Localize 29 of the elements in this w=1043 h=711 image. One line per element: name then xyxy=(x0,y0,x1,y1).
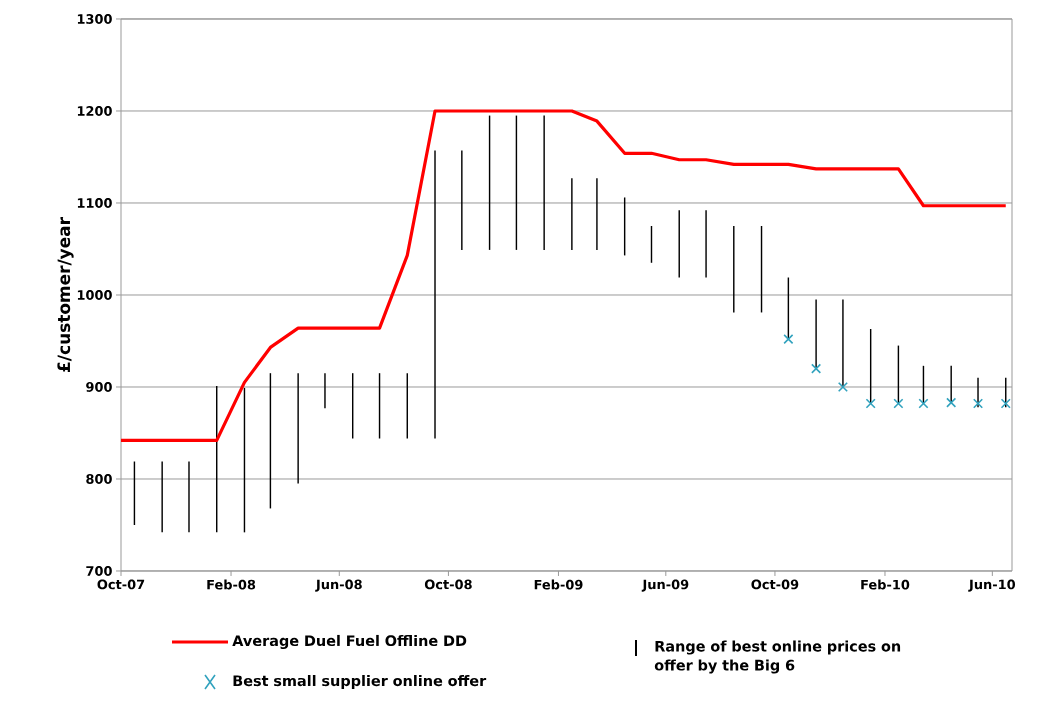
point xyxy=(893,398,904,409)
y-tick-label: 900 xyxy=(86,382,112,392)
point xyxy=(811,363,822,374)
y-tick-label: 1100 xyxy=(77,198,112,208)
x-tick-label: Feb-09 xyxy=(534,579,583,590)
x-tick-label: Jun-08 xyxy=(315,579,362,592)
x-tick-label: Oct-07 xyxy=(97,579,145,590)
point xyxy=(972,398,984,409)
point xyxy=(865,398,876,409)
y-tick-label: 800 xyxy=(86,474,112,484)
x-tick-label: Oct-09 xyxy=(751,579,799,590)
point xyxy=(837,381,848,393)
x-tick-label: Jun-09 xyxy=(641,579,689,592)
legend-label: Range of best online prices on offer by the Big 6 xyxy=(654,640,901,674)
y-tick-label: 1000 xyxy=(77,290,112,300)
y-tick-label: 1300 xyxy=(77,14,112,24)
point xyxy=(783,334,794,345)
point xyxy=(1000,398,1011,409)
x-tick-label: Feb-08 xyxy=(207,579,256,590)
legend-label: Average Duel Fuel Offline DD xyxy=(232,634,467,650)
y-tick-label: 1200 xyxy=(77,106,112,116)
point xyxy=(946,397,957,408)
y-axis-title: £/customer/year xyxy=(57,217,74,372)
x-tick-label: Feb-10 xyxy=(861,579,910,590)
x-tick-label: Oct-08 xyxy=(424,579,472,590)
x-tick-label: Jun-10 xyxy=(968,579,1016,592)
y-tick-label: 700 xyxy=(86,566,112,576)
point xyxy=(918,398,929,409)
legend-label: Best small supplier online offer xyxy=(233,674,487,689)
